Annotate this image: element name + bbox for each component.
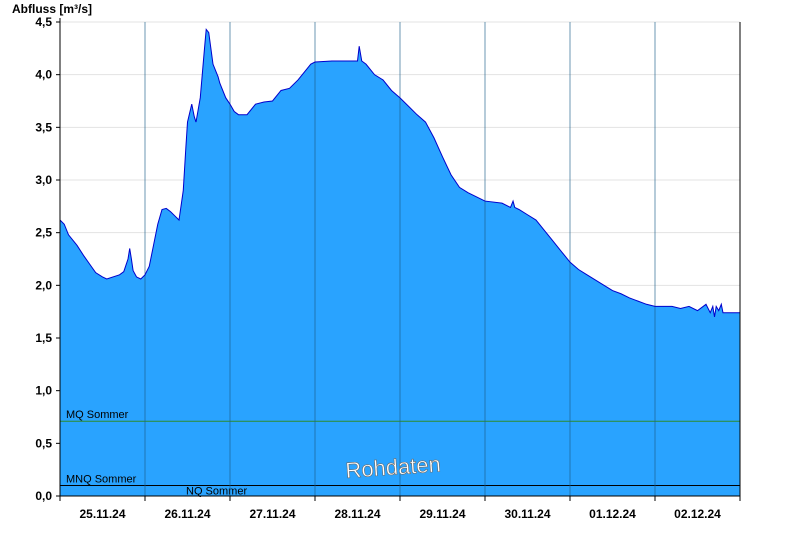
x-tick-label-3: 28.11.24 [334, 507, 380, 521]
y-axis-label: Abfluss [m³/s] [12, 2, 92, 16]
x-tick-label-4: 29.11.24 [419, 507, 465, 521]
y-tick-label-6: 3,0 [35, 173, 52, 187]
x-tick-label-1: 26.11.24 [164, 507, 210, 521]
x-tick-labels: 25.11.24 26.11.24 27.11.24 28.11.24 29.11.24… [79, 507, 721, 521]
y-tick-labels: 0,0 0,5 1,0 1,5 2,0 2,5 3,0 3,5 4,0 4,5 [35, 15, 52, 503]
x-tick-label-5: 30.11.24 [504, 507, 550, 521]
x-tick-label-6: 01.12.24 [589, 507, 636, 521]
vertical-gridlines [144, 22, 656, 496]
y-tick-label-7: 3,5 [35, 120, 52, 134]
mnq-label: MNQ Sommer [66, 473, 137, 485]
x-tick-label-7: 02.12.24 [674, 507, 721, 521]
y-tick-label-8: 4,0 [35, 68, 52, 82]
nq-label: NQ Sommer [186, 485, 247, 497]
watermark-rohdaten: Rohdaten [345, 451, 442, 483]
y-tick-label-3: 1,5 [35, 331, 52, 345]
y-tick-label-5: 2,5 [35, 226, 52, 240]
mq-label: MQ Sommer [66, 409, 129, 421]
y-tick-label-9: 4,5 [35, 15, 52, 29]
x-tick-label-2: 27.11.24 [249, 507, 295, 521]
y-tick-label-2: 1,0 [35, 384, 52, 398]
discharge-line [59, 28, 740, 318]
y-tick-label-0: 0,0 [35, 489, 52, 503]
x-tick-label-0: 25.11.24 [79, 507, 125, 521]
y-tick-label-4: 2,0 [35, 278, 52, 292]
axes [56, 18, 741, 501]
y-tick-label-1: 0,5 [35, 436, 52, 450]
